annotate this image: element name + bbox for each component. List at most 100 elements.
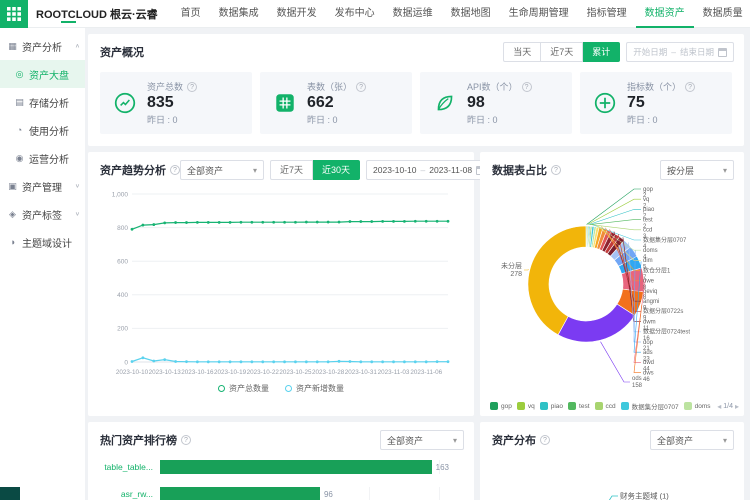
svg-text:test: test — [643, 217, 653, 223]
asset-link[interactable]: asr_rw... — [120, 489, 153, 499]
legend-label: vq — [527, 402, 535, 410]
layer-select[interactable]: 按分层 ▾ — [660, 160, 734, 180]
sidebar-item[interactable]: ▦ 资产分析 ∧ — [0, 32, 85, 60]
tree-node-label[interactable]: 财务主题域 (1) — [620, 491, 669, 500]
hot-assets-bar-chart: table_table... 163 asr_rw... 96 — [88, 452, 474, 500]
sidebar-item[interactable]: ◔ 使用分析 — [0, 116, 85, 144]
donut-legend-item[interactable]: ccd — [594, 402, 616, 410]
operation-analysis-icon: ◉ — [15, 152, 24, 163]
nav-item[interactable]: 首页 — [180, 7, 201, 19]
nav-item[interactable]: 指标管理 — [586, 7, 627, 19]
nav-item[interactable]: 数据质量 — [702, 7, 743, 19]
svg-text:2023-10-10: 2023-10-10 — [116, 369, 149, 376]
trend-panel: 资产趋势分析 ? 全部资产 ▾ 近7天 近30天 2023-10-10 – 202… — [88, 152, 493, 416]
chevron-down-icon: ▾ — [722, 165, 727, 175]
chevron-down-icon: ▾ — [722, 435, 727, 445]
bar[interactable] — [160, 487, 320, 500]
dist-asset-select[interactable]: 全部资产 ▾ — [650, 430, 734, 450]
top-navbar: ROOTCLOUD 根云·云睿 首页 数据集成 数据开发 发布中心 数据运维 数据地图 生命… — [0, 0, 750, 28]
sidebar-item[interactable]: ◈ 资产标签 ∨ — [0, 200, 85, 228]
nav-item[interactable]: 数据地图 — [450, 7, 491, 19]
donut-slice[interactable] — [527, 225, 587, 336]
legend-item[interactable]: 资产总数量 — [218, 383, 269, 394]
help-icon[interactable]: ? — [187, 81, 198, 92]
sidebar-item-label: 资产大盘 — [29, 70, 69, 82]
help-icon[interactable]: ? — [540, 435, 550, 445]
range-button[interactable]: 当天 — [503, 42, 542, 62]
svg-text:200: 200 — [117, 326, 128, 333]
svg-text:2023-11-03: 2023-11-03 — [378, 369, 410, 376]
help-icon[interactable]: ? — [181, 435, 191, 445]
stat-label-text: API数（个） — [467, 82, 518, 92]
donut-legend-item[interactable]: test — [568, 402, 590, 410]
nav-item[interactable]: 生命周期管理 — [508, 7, 569, 19]
donut-legend-item[interactable]: piao — [539, 402, 564, 410]
range-button[interactable]: 累计 — [583, 42, 621, 62]
donut-legend-item[interactable]: gop — [490, 402, 512, 410]
svg-text:piao: piao — [643, 207, 655, 213]
range-button[interactable]: 近7天 — [270, 160, 314, 180]
help-icon[interactable]: ? — [356, 81, 367, 92]
svg-text:dwm: dwm — [643, 319, 656, 325]
stat-card-sub: 昨日 : 0 — [307, 115, 338, 125]
calendar-icon — [718, 47, 727, 57]
help-icon[interactable]: ? — [685, 81, 696, 92]
svg-text:5: 5 — [643, 265, 647, 271]
svg-text:gop: gop — [643, 187, 654, 193]
rank-asset-select[interactable]: 全部资产 ▾ — [380, 430, 464, 450]
help-icon[interactable]: ? — [521, 81, 532, 92]
sidebar-item[interactable]: ◉ 运营分析 — [0, 144, 85, 172]
svg-text:ads: ads — [643, 350, 653, 356]
donut-slice[interactable] — [557, 303, 636, 343]
legend-item[interactable]: 资产新增数量 — [285, 383, 344, 394]
nav-item[interactable]: 数据开发 — [276, 7, 317, 19]
legend-next-icon[interactable]: ▸ — [734, 402, 739, 411]
nav-item[interactable]: 数据集成 — [218, 7, 259, 19]
svg-text:qeviq: qeviq — [643, 289, 657, 295]
bar[interactable] — [160, 460, 432, 474]
donut-legend-item[interactable]: vq — [516, 402, 535, 410]
hot-assets-panel: 热门资产排行榜 ? 全部资产 ▾ table_table... 163 asr_rw… — [88, 422, 474, 500]
sidebar-item[interactable]: ▤ 存储分析 — [0, 88, 85, 116]
svg-text:11: 11 — [643, 326, 650, 332]
range-button[interactable]: 近30天 — [313, 160, 361, 180]
legend-label: 资产总数量 — [229, 384, 269, 393]
trend-asset-select[interactable]: 全部资产 ▾ — [180, 160, 264, 180]
legend-prev-icon[interactable]: ◂ — [717, 402, 722, 411]
sidebar-item-label: 运营分析 — [29, 154, 69, 166]
asset-link[interactable]: table_table... — [104, 462, 153, 472]
overview-range-toggle: 当天 近7天 累计 — [503, 42, 621, 62]
help-icon[interactable]: ? — [170, 165, 180, 175]
nav-item[interactable]: 数据资产 — [636, 0, 694, 28]
donut-legend-pager: ◂ 1/4 ▸ — [717, 402, 739, 411]
donut-legend-item[interactable]: 数据集分层0707 — [620, 401, 679, 411]
chevron-down-icon: ∨ — [74, 183, 80, 190]
nav-item[interactable]: 发布中心 — [334, 7, 375, 19]
overview-date-range[interactable]: 开始日期 – 结束日期 — [626, 42, 734, 62]
sidebar-item[interactable]: ◑ 主题域设计 — [0, 228, 85, 256]
date-end-placeholder: 结束日期 — [679, 47, 714, 57]
sidebar: ▦ 资产分析 ∧ ◎ 资产大盘 ▤ 存储分析 ◔ 使用分析 ◉ 运营分析 ▣ 资产管理 ∨ ◈ 资产标签 ∨ ◑ 主… — [0, 28, 85, 500]
select-value: 按分层 — [667, 165, 695, 176]
stat-card-body: API数（个）? 98 昨日 : 0 — [467, 80, 532, 126]
asset-total-icon — [114, 92, 136, 114]
svg-text:21: 21 — [643, 346, 650, 352]
nav-item[interactable]: 数据运维 — [392, 7, 433, 19]
trend-legend: 资产总数量 资产新增数量 — [88, 383, 474, 394]
asset-distribution-panel: 资产分布 ? 全部资产 ▾ 财务主题域 (1)geuse (1)我是老大 (1) — [480, 422, 744, 500]
legend-label: piao — [550, 402, 564, 410]
sidebar-item[interactable]: ▣ 资产管理 ∨ — [0, 172, 85, 200]
table-row: table_table... 163 — [98, 460, 460, 474]
stat-card-value: 662 — [307, 94, 334, 111]
trend-date-range[interactable]: 2023-10-10 – 2023-11-08 — [366, 160, 493, 180]
app-logo[interactable] — [0, 0, 28, 28]
help-icon[interactable]: ? — [551, 165, 561, 175]
donut-legend-item[interactable]: doms — [683, 402, 711, 410]
sidebar-collapse-button[interactable] — [0, 487, 20, 500]
svg-text:3: 3 — [643, 234, 647, 240]
stat-card-sub: 昨日 : 0 — [147, 115, 178, 125]
svg-text:400: 400 — [117, 292, 128, 299]
range-button[interactable]: 近7天 — [541, 42, 584, 62]
sidebar-item[interactable]: ◎ 资产大盘 — [0, 60, 85, 88]
legend-label: 资产新增数量 — [296, 384, 344, 393]
